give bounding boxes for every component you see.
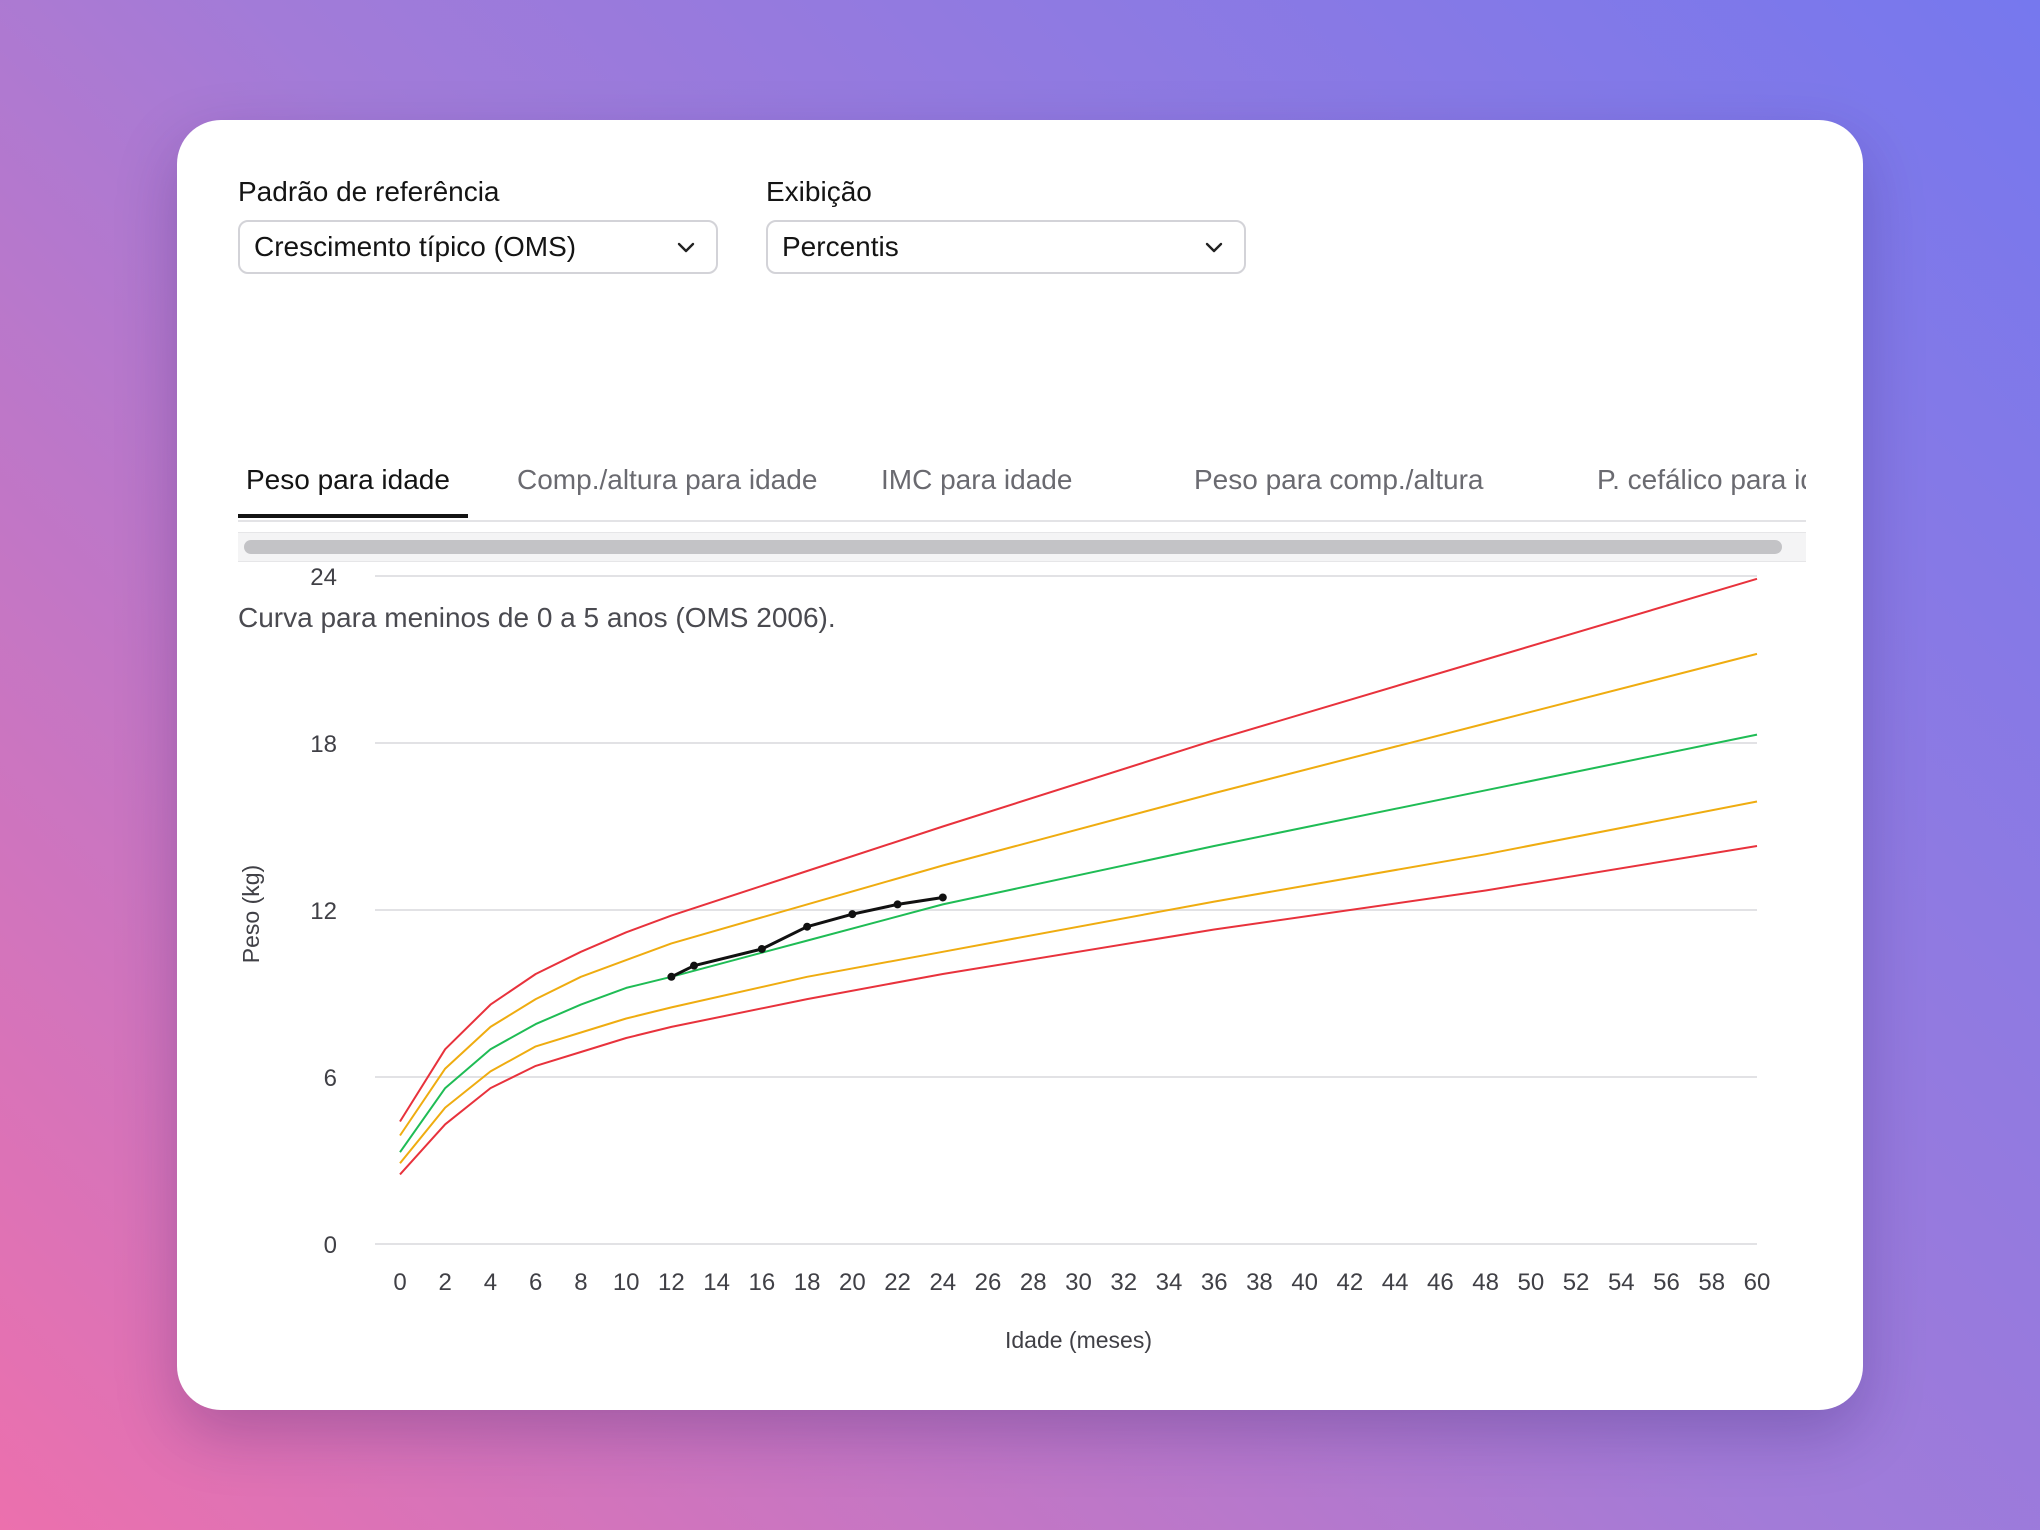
x-tick-label: 16 [749, 1269, 776, 1296]
x-axis-title: Idade (meses) [1005, 1327, 1152, 1353]
reference-standard-select[interactable]: Crescimento típico (OMS) [238, 220, 718, 274]
chart-caption: Curva para meninos de 0 a 5 anos (OMS 20… [238, 602, 836, 633]
x-tick-label: 32 [1110, 1269, 1137, 1296]
x-tick-label: 40 [1291, 1269, 1318, 1296]
x-tick-label: 14 [703, 1269, 730, 1296]
chevron-down-icon [677, 242, 695, 253]
patient-measurement-point[interactable] [803, 922, 812, 931]
x-tick-label: 56 [1653, 1269, 1680, 1296]
x-tick-label: 60 [1744, 1269, 1771, 1296]
patient-measurement-point[interactable] [893, 900, 902, 909]
tabs-scrollbar[interactable] [238, 532, 1806, 562]
x-tick-label: 26 [975, 1269, 1002, 1296]
tab-perimetro-cefalico-para-idade[interactable]: P. cefálico para idade [1597, 464, 1806, 495]
patient-measurement-point[interactable] [667, 972, 676, 981]
x-tick-label: 46 [1427, 1269, 1454, 1296]
x-tick-label: 38 [1246, 1269, 1273, 1296]
tab-comp-altura-para-idade[interactable]: Comp./altura para idade [517, 464, 818, 495]
x-tick-label: 42 [1337, 1269, 1364, 1296]
x-tick-label: 20 [839, 1269, 866, 1296]
patient-measurement-point[interactable] [848, 910, 857, 919]
x-tick-label: 18 [794, 1269, 821, 1296]
x-tick-label: 22 [884, 1269, 911, 1296]
patient-measurement-point[interactable] [690, 961, 699, 970]
active-tab-indicator [238, 514, 468, 518]
percentile-curve-4 [399, 652, 1758, 1137]
x-tick-label: 6 [529, 1269, 542, 1296]
tab-peso-para-comp-altura[interactable]: Peso para comp./altura [1194, 464, 1484, 495]
y-tick-label: 12 [310, 898, 337, 925]
percentile-curve-1 [399, 845, 1758, 1176]
chart-tabs: Peso para idade Comp./altura para idade … [238, 440, 1806, 522]
y-tick-label: 18 [310, 731, 337, 758]
percentile-curve-3 [399, 733, 1758, 1153]
reference-standard-value: Crescimento típico (OMS) [254, 231, 577, 262]
display-mode-value: Percentis [782, 231, 899, 262]
patient-measurement-point[interactable] [938, 893, 947, 902]
y-tick-label: 0 [324, 1232, 337, 1259]
y-tick-label: 24 [310, 564, 337, 591]
growth-chart-card: Padrão de referência Crescimento típico … [177, 120, 1863, 1410]
x-tick-label: 8 [574, 1269, 587, 1296]
x-tick-label: 12 [658, 1269, 685, 1296]
x-tick-label: 2 [439, 1269, 452, 1296]
x-tick-label: 28 [1020, 1269, 1047, 1296]
x-tick-label: 0 [393, 1269, 406, 1296]
x-tick-label: 34 [1156, 1269, 1183, 1296]
y-tick-label: 6 [324, 1065, 337, 1092]
x-tick-label: 24 [929, 1269, 956, 1296]
percentile-curve-5 [399, 577, 1758, 1123]
x-tick-label: 48 [1472, 1269, 1499, 1296]
x-tick-label: 30 [1065, 1269, 1092, 1296]
tab-peso-para-idade[interactable]: Peso para idade [246, 464, 450, 495]
tab-imc-para-idade[interactable]: IMC para idade [881, 464, 1073, 495]
x-tick-label: 36 [1201, 1269, 1228, 1296]
x-tick-label: 52 [1563, 1269, 1590, 1296]
y-axis-title: Peso (kg) [238, 865, 264, 963]
chevron-down-icon [1205, 242, 1223, 253]
x-tick-label: 10 [613, 1269, 640, 1296]
x-tick-label: 58 [1698, 1269, 1725, 1296]
percentile-curve-2 [399, 800, 1758, 1164]
display-mode-label: Exibição [766, 176, 872, 207]
tabs-scrollbar-thumb[interactable] [244, 540, 1782, 554]
x-tick-label: 44 [1382, 1269, 1409, 1296]
x-tick-label: 50 [1517, 1269, 1544, 1296]
x-tick-label: 54 [1608, 1269, 1635, 1296]
reference-standard-label: Padrão de referência [238, 176, 500, 207]
x-tick-label: 4 [484, 1269, 497, 1296]
patient-measurement-point[interactable] [757, 944, 766, 953]
display-mode-select[interactable]: Percentis [766, 220, 1246, 274]
